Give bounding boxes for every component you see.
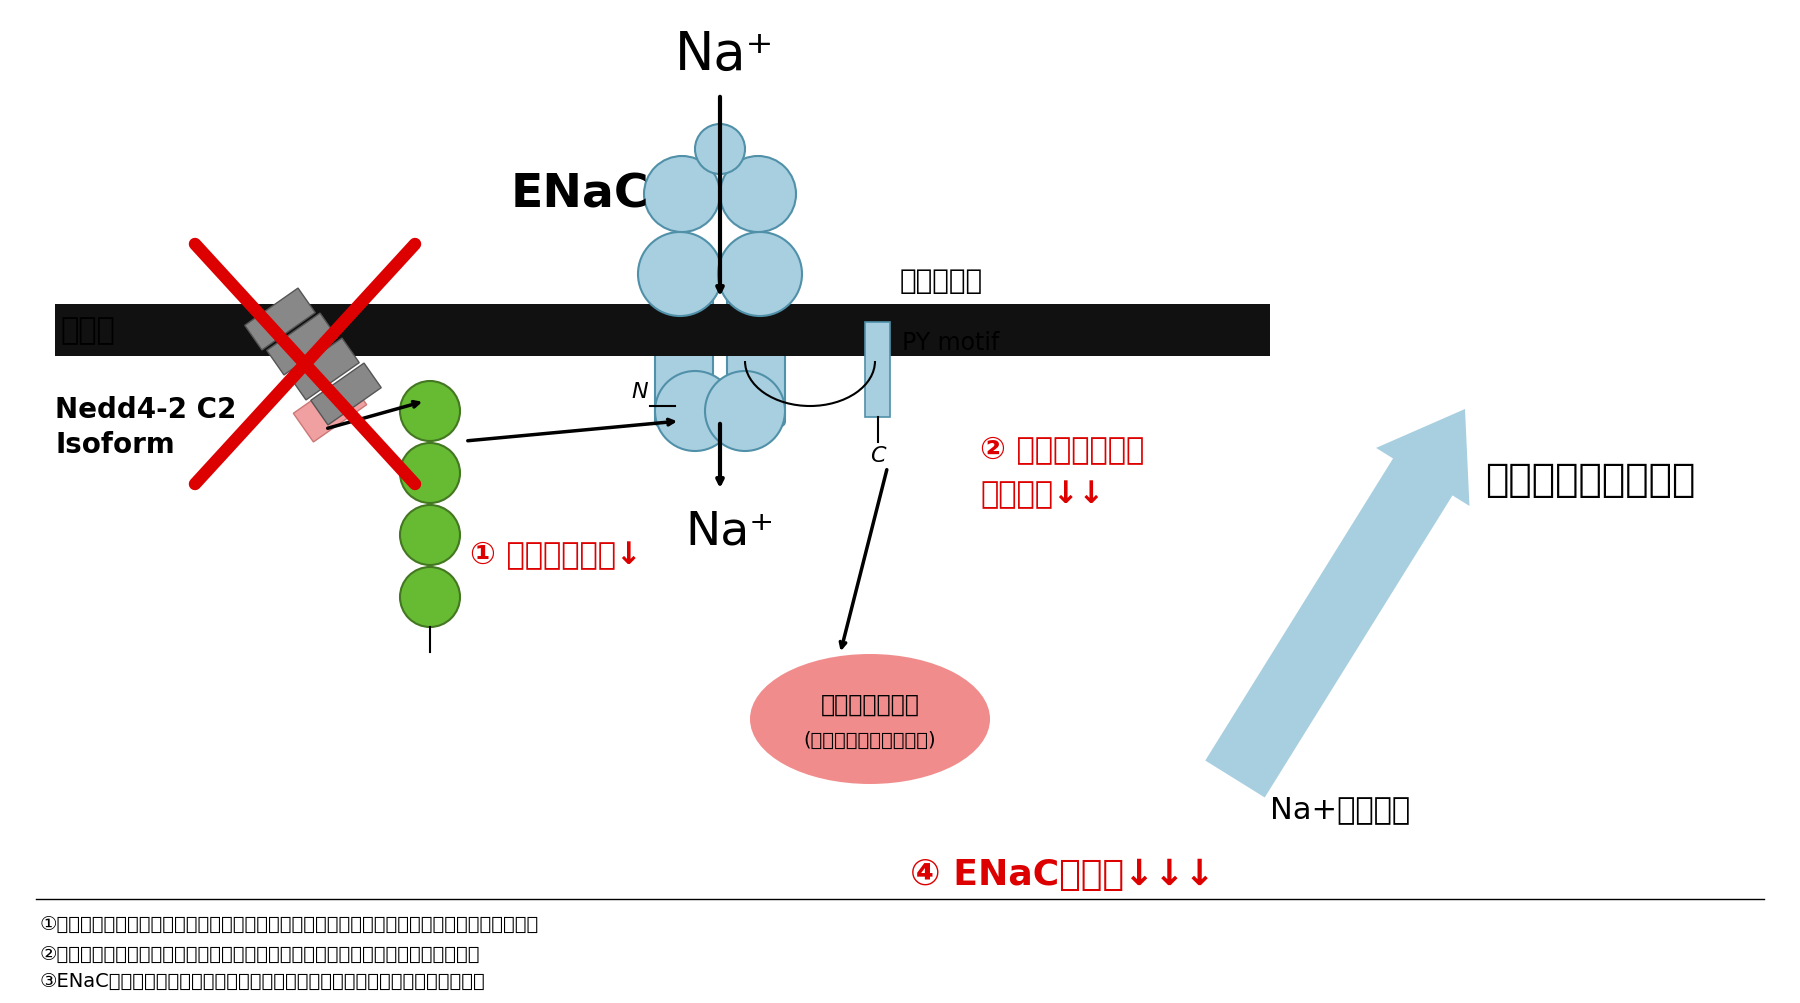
- Bar: [56, 305, 1271, 357]
- Text: ① ユビキチン化↓: ① ユビキチン化↓: [470, 541, 641, 570]
- Text: PY motif: PY motif: [902, 331, 999, 355]
- Text: ②イオンチャネル　：　細胞膜に存在する輸送体タンパクで、イオンを透過させる: ②イオンチャネル ： 細胞膜に存在する輸送体タンパクで、イオンを透過させる: [40, 944, 481, 963]
- Bar: [293, 377, 367, 442]
- Text: の内在化↓↓: の内在化↓↓: [979, 480, 1103, 509]
- Circle shape: [400, 568, 461, 627]
- Circle shape: [400, 443, 461, 504]
- Circle shape: [695, 125, 745, 175]
- FancyArrow shape: [1206, 409, 1469, 797]
- Circle shape: [644, 156, 720, 233]
- Text: ② イオンチャネル: ② イオンチャネル: [979, 435, 1145, 464]
- Circle shape: [400, 506, 461, 566]
- FancyBboxPatch shape: [727, 250, 785, 426]
- Text: (タンパク質の分解酵素): (タンパク質の分解酵素): [803, 730, 936, 749]
- Circle shape: [718, 233, 803, 317]
- Circle shape: [400, 381, 461, 441]
- Bar: [266, 314, 337, 375]
- Text: プロテアソーム: プロテアソーム: [821, 692, 920, 716]
- Text: 尿細管腔側: 尿細管腔側: [900, 267, 983, 295]
- Bar: [311, 364, 382, 425]
- FancyBboxPatch shape: [655, 250, 713, 426]
- Bar: [245, 289, 315, 351]
- Text: ③ENaC　：　尿細管上でナトリウムの再吸収を行う上皮性ナトリウムチャネル: ③ENaC ： 尿細管上でナトリウムの再吸収を行う上皮性ナトリウムチャネル: [40, 971, 486, 990]
- Text: ④ ENaCの分解↓↓↓: ④ ENaCの分解↓↓↓: [911, 858, 1215, 891]
- Text: Na⁺: Na⁺: [675, 29, 774, 81]
- Bar: [288, 339, 360, 400]
- Text: Na⁺: Na⁺: [686, 509, 774, 554]
- Circle shape: [655, 372, 734, 451]
- Circle shape: [706, 372, 785, 451]
- Text: N: N: [632, 381, 648, 401]
- Text: Isoform: Isoform: [56, 430, 175, 458]
- Text: 食塩感受性・高血圧: 食塩感受性・高血圧: [1485, 460, 1696, 498]
- Text: ①ユビキチン化　：　不要なタンパク質に目印として付き、これをプロテアソームが分解する: ①ユビキチン化 ： 不要なタンパク質に目印として付き、これをプロテアソームが分解…: [40, 914, 540, 933]
- Circle shape: [720, 156, 796, 233]
- Text: 細胞膜: 細胞膜: [59, 316, 115, 345]
- Text: ENaC: ENaC: [511, 173, 650, 218]
- Text: Na+の再吸収: Na+の再吸収: [1271, 794, 1409, 823]
- Bar: [866, 323, 889, 417]
- Circle shape: [637, 233, 722, 317]
- Text: C: C: [869, 445, 886, 465]
- Text: Nedd4-2 C2: Nedd4-2 C2: [56, 395, 236, 423]
- Ellipse shape: [751, 654, 990, 784]
